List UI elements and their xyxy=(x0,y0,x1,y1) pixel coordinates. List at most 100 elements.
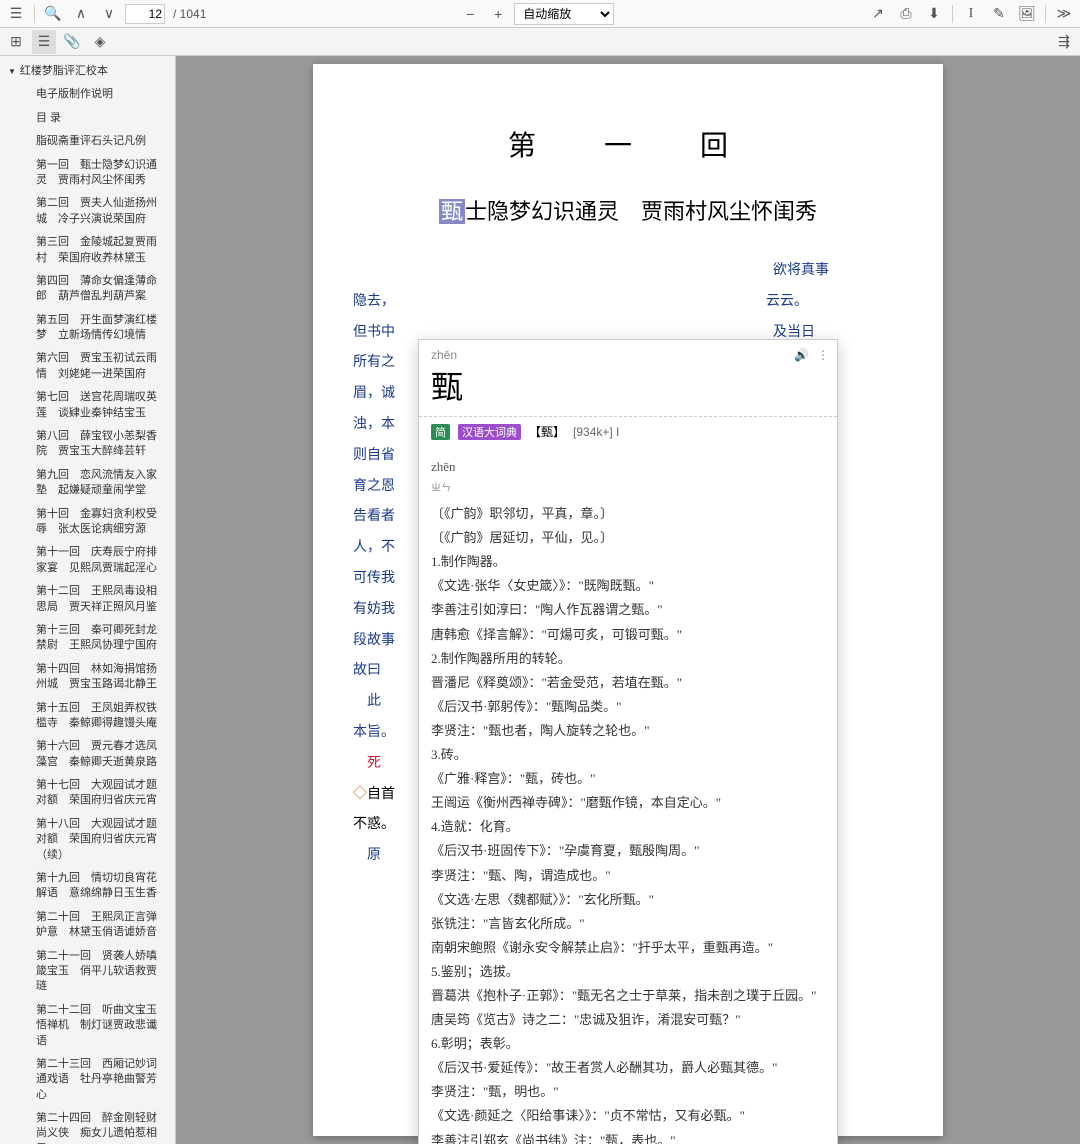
search-button[interactable]: 🔍 xyxy=(41,2,65,26)
sidebar-toggle-button[interactable]: ☰ xyxy=(4,2,28,26)
popup-pinyin-top: zhēn xyxy=(431,348,825,362)
definition-line: 李贤注："甄也者，陶人旋转之轮也。" xyxy=(431,720,825,742)
outline-item[interactable]: 第七回 送宫花周瑞叹英莲 谈肄业秦钟结宝玉 xyxy=(0,386,175,425)
outline-item[interactable]: 第十八回 大观园试才题对额 荣国府归省庆元宵（续） xyxy=(0,813,175,867)
attachments-button[interactable]: 📎 xyxy=(60,30,84,54)
definition-line: 2.制作陶器所用的转轮。 xyxy=(431,648,825,670)
layers-button[interactable]: ◈ xyxy=(88,30,112,54)
draw-tool-button[interactable]: ✎ xyxy=(987,2,1011,26)
dictionary-name-tag: 汉语大词典 xyxy=(458,424,521,440)
outline-item[interactable]: 第九回 恋风流情友入家塾 起嫌疑顽童闹学堂 xyxy=(0,464,175,503)
outline-item[interactable]: 第十一回 庆寿辰宁府排家宴 见熙凤贾瑞起淫心 xyxy=(0,541,175,580)
tag-icon: 简 xyxy=(431,424,450,440)
page-number-input[interactable] xyxy=(125,4,165,24)
outline-item[interactable]: 第十三回 秦可卿死封龙禁尉 王熙凤协理宁国府 xyxy=(0,619,175,658)
audio-icon[interactable]: 🔊 xyxy=(794,348,809,362)
popup-body: zhēn ㄓㄣ 〔《广韵》职邻切，平真，章。〕〔《广韵》居延切，平仙，见。〕1.… xyxy=(419,446,837,1144)
thumbnail-view-button[interactable]: ⊞ xyxy=(4,30,28,54)
outline-item[interactable]: 第六回 贾宝玉初试云雨情 刘姥姥一进荣国府 xyxy=(0,347,175,386)
popup-pinyin: zhēn xyxy=(431,456,825,478)
yin-label: 【甄】 xyxy=(529,423,565,440)
definition-line: 6.彰明；表彰。 xyxy=(431,1033,825,1055)
outline-item[interactable]: 第十回 金寡妇贪利权受辱 张太医论病细穷源 xyxy=(0,503,175,542)
definition-line: 《广雅·释宫》："甄，砖也。" xyxy=(431,768,825,790)
definition-line: 4.造就：化育。 xyxy=(431,816,825,838)
outline-item[interactable]: 第三回 金陵城起复贾雨村 荣国府收养林黛玉 xyxy=(0,231,175,270)
outline-item[interactable]: 第二十一回 贤袭人娇嗔箴宝玉 俏平儿软语救贾琏 xyxy=(0,945,175,999)
definition-line: 李贤注："甄、陶，谓造成也。" xyxy=(431,865,825,887)
definition-line: 〔《广韵》职邻切，平真，章。〕 xyxy=(431,503,825,525)
outline-item[interactable]: 第二十二回 听曲文宝玉悟禅机 制灯谜贾政悲谶语 xyxy=(0,999,175,1053)
text-line: 欲将真事 xyxy=(353,256,903,287)
popup-character: 甄 xyxy=(431,362,825,408)
definition-line: 《文选·张华〈女史箴〉》："既陶既甄。" xyxy=(431,575,825,597)
open-external-button[interactable]: ↗ xyxy=(866,2,890,26)
outline-item[interactable]: 目 录 xyxy=(0,107,175,130)
page-down-button[interactable]: ∨ xyxy=(97,2,121,26)
definition-line: 李善注引郑玄《尚书纬》注："甄，表也。" xyxy=(431,1130,825,1144)
definition-line: 唐韩愈《择言解》："可煬可炙，可锻可甄。" xyxy=(431,624,825,646)
page-total-label: / 1041 xyxy=(173,7,206,21)
dictionary-popup: zhēn 甄 🔊 ⋮ 简 汉语大词典 【甄】 [934k+] I zhēn ㄓㄣ… xyxy=(418,339,838,1144)
popup-zhuyin: ㄓㄣ xyxy=(431,480,825,497)
popup-meta-row: 简 汉语大词典 【甄】 [934k+] I xyxy=(419,417,837,446)
definition-line: 晋潘尼《释奠颂》："若金受范，若埴在甄。" xyxy=(431,672,825,694)
download-button[interactable]: ⬇ xyxy=(922,2,946,26)
definition-line: 《后汉书·爱延传》："故王者赏人必酬其功，爵人必甄其德。" xyxy=(431,1057,825,1079)
outline-item[interactable]: 第一回 甄士隐梦幻识通灵 贾雨村风尘怀闺秀 xyxy=(0,154,175,193)
definition-line: 《文选·颜延之〈阳给事诔〉》："贞不常怙，又有必甄。" xyxy=(431,1105,825,1127)
more-button[interactable]: ≫ xyxy=(1052,2,1076,26)
outline-item[interactable]: 第二回 贾夫人仙逝扬州城 冷子兴演说荣国府 xyxy=(0,192,175,231)
zoom-in-button[interactable]: + xyxy=(486,2,510,26)
outline-item[interactable]: 第十四回 林如海捐馆扬州城 贾宝玉路谒北静王 xyxy=(0,658,175,697)
main-toolbar: ☰ 🔍 ∧ ∨ / 1041 − + 自动缩放 ↗ ⎙ ⬇ I ✎ 🖼 ≫ xyxy=(0,0,1080,28)
definition-line: 王闿运《衡州西禅寺碑》："磨甄作镜，本自定心。" xyxy=(431,792,825,814)
definition-line: 南朝宋鲍照《谢永安令解禁止启》："扞乎太平，重甄再造。" xyxy=(431,937,825,959)
outline-item[interactable]: 第十六回 贾元春才选凤藻宫 秦鲸卿夭逝黄泉路 xyxy=(0,735,175,774)
outline-item[interactable]: 第五回 开生面梦演红楼梦 立新场情传幻境情 xyxy=(0,309,175,348)
outline-settings-button[interactable]: ⇶ xyxy=(1052,30,1076,54)
outline-item[interactable]: 第二十四回 醉金刚轻财尚义侠 痴女儿遗帕惹相思 xyxy=(0,1107,175,1144)
outline-item[interactable]: 第十五回 王凤姐弄权铁槛寺 秦鲸卿得趣馒头庵 xyxy=(0,697,175,736)
outline-item[interactable]: 第八回 薛宝钗小恙梨香院 贾宝玉大醉绛芸轩 xyxy=(0,425,175,464)
outline-item[interactable]: 第二十回 王熙凤正言弹妒意 林黛玉俏语谑娇音 xyxy=(0,906,175,945)
pdf-viewport[interactable]: 第 一 回 甄士隐梦幻识通灵 贾雨村风尘怀闺秀 欲将真事隐去， 云云。但书中 及… xyxy=(176,56,1080,1144)
secondary-toolbar: ⊞ ☰ 📎 ◈ ⇶ xyxy=(0,28,1080,56)
outline-item[interactable]: 第十二回 王熙凤毒设相思局 贾天祥正照风月鉴 xyxy=(0,580,175,619)
definition-line: 1.制作陶器。 xyxy=(431,551,825,573)
subtitle-text: 士隐梦幻识通灵 贾雨村风尘怀闺秀 xyxy=(465,199,817,224)
definition-line: 张铣注："言皆玄化所成。" xyxy=(431,913,825,935)
definition-line: 《文选·左思〈魏都赋〉》："玄化所甄。" xyxy=(431,889,825,911)
outline-root-item[interactable]: 红楼梦脂评汇校本 xyxy=(0,60,175,83)
text-tool-button[interactable]: I xyxy=(959,2,983,26)
outline-item[interactable]: 脂砚斋重评石头记凡例 xyxy=(0,130,175,153)
image-tool-button[interactable]: 🖼 xyxy=(1015,2,1039,26)
outline-item[interactable]: 第二十三回 西厢记妙词通戏语 牡丹亭艳曲警芳心 xyxy=(0,1053,175,1107)
outline-item[interactable]: 第四回 薄命女偏逢薄命郎 葫芦僧乱判葫芦案 xyxy=(0,270,175,309)
highlighted-char[interactable]: 甄 xyxy=(439,199,465,224)
outline-item[interactable]: 电子版制作说明 xyxy=(0,83,175,106)
definition-line: 晋葛洪《抱朴子·正郭》："甄无名之士于草莱，指未剖之璞于丘园。" xyxy=(431,985,825,1007)
frequency-label: [934k+] I xyxy=(573,425,619,439)
outline-item[interactable]: 第十七回 大观园试才题对额 荣国府归省庆元宵 xyxy=(0,774,175,813)
outline-sidebar: 红楼梦脂评汇校本 电子版制作说明目 录脂砚斋重评石头记凡例第一回 甄士隐梦幻识通… xyxy=(0,56,176,1144)
zoom-select[interactable]: 自动缩放 xyxy=(514,3,614,25)
main-area: 红楼梦脂评汇校本 电子版制作说明目 录脂砚斋重评石头记凡例第一回 甄士隐梦幻识通… xyxy=(0,56,1080,1144)
popup-header: zhēn 甄 🔊 ⋮ xyxy=(419,340,837,417)
popup-menu-icon[interactable]: ⋮ xyxy=(817,348,829,362)
definition-line: 5.鉴别；选拔。 xyxy=(431,961,825,983)
definition-line: 3.砖。 xyxy=(431,744,825,766)
definition-line: 《后汉书·班固传下》："孕虞育夏，甄殷陶周。" xyxy=(431,840,825,862)
chapter-subtitle: 甄士隐梦幻识通灵 贾雨村风尘怀闺秀 xyxy=(353,194,903,226)
outline-item[interactable]: 第十九回 情切切良宵花解语 意绵绵静日玉生香 xyxy=(0,867,175,906)
chapter-number: 第 一 回 xyxy=(353,124,903,164)
print-button[interactable]: ⎙ xyxy=(894,2,918,26)
zoom-out-button[interactable]: − xyxy=(458,2,482,26)
definition-line: 李贤注："甄，明也。" xyxy=(431,1081,825,1103)
definition-line: 〔《广韵》居延切，平仙，见。〕 xyxy=(431,527,825,549)
outline-view-button[interactable]: ☰ xyxy=(32,30,56,54)
definition-line: 李善注引如淳曰："陶人作瓦器谓之甄。" xyxy=(431,599,825,621)
page-up-button[interactable]: ∧ xyxy=(69,2,93,26)
text-line: 隐去， 云云。 xyxy=(353,287,903,318)
definition-line: 《后汉书·郭躬传》："甄陶品类。" xyxy=(431,696,825,718)
